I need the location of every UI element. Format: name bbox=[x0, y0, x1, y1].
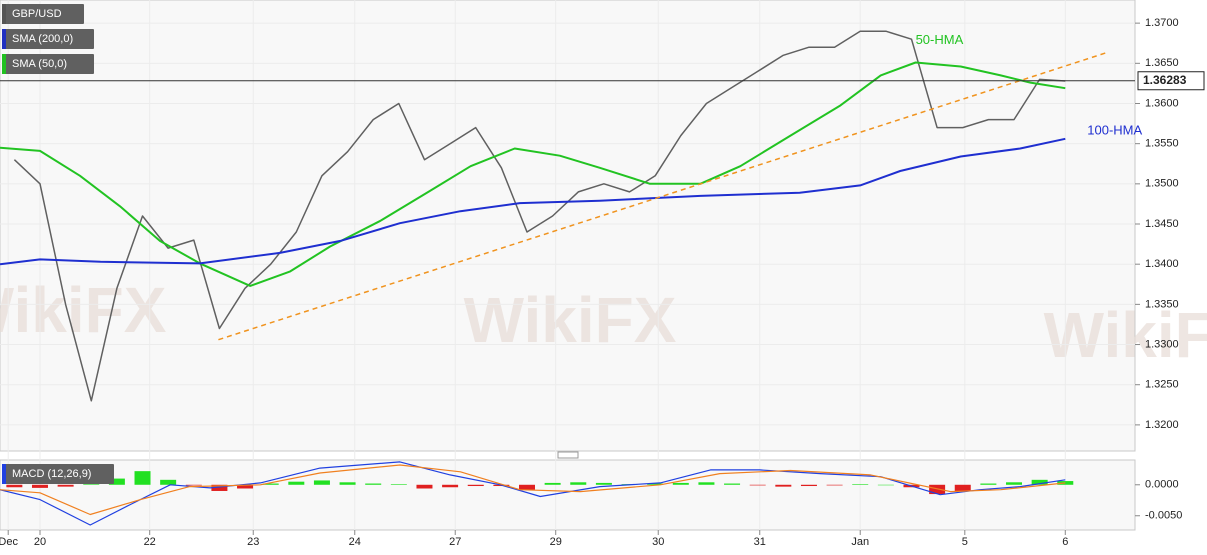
x-tick-label: Dec bbox=[0, 536, 18, 548]
legend-box bbox=[2, 464, 114, 484]
macd-histogram-bar bbox=[852, 484, 869, 485]
y-tick-label: 1.3300 bbox=[1145, 338, 1179, 350]
macd-histogram-bar bbox=[237, 484, 254, 489]
macd-histogram-bar bbox=[570, 482, 587, 485]
macd-histogram-bar bbox=[1031, 479, 1048, 485]
last-price-label: 1.36283 bbox=[1143, 73, 1187, 87]
macd-histogram-bar bbox=[749, 484, 766, 486]
legend-text: GBP/USD bbox=[12, 8, 62, 20]
macd-histogram-bar bbox=[800, 484, 817, 487]
y-tick-label: 0.0000 bbox=[1145, 479, 1179, 491]
y-tick-label: 1.3400 bbox=[1145, 258, 1179, 270]
macd-histogram-bar bbox=[595, 482, 612, 485]
macd-histogram-bar bbox=[57, 484, 74, 487]
last-price-box bbox=[1137, 71, 1205, 91]
series-line bbox=[218, 51, 1109, 341]
macd-histogram-bar bbox=[519, 484, 536, 490]
macd-histogram-bar bbox=[262, 483, 279, 485]
x-tick-label: 24 bbox=[349, 536, 361, 548]
x-tick-label: 20 bbox=[34, 536, 46, 548]
x-tick-label: 5 bbox=[962, 536, 968, 548]
x-tick-label: 23 bbox=[247, 536, 259, 548]
macd-histogram-bar bbox=[185, 484, 202, 486]
y-tick-label: 1.3550 bbox=[1145, 138, 1179, 150]
panel-resize-handle[interactable] bbox=[557, 451, 579, 459]
macd-histogram-bar bbox=[826, 484, 843, 486]
x-tick-label: 22 bbox=[144, 536, 156, 548]
macd-histogram-bar bbox=[467, 484, 484, 487]
legend-swatch bbox=[2, 29, 6, 49]
series-line bbox=[0, 464, 1066, 516]
macd-histogram-bar bbox=[313, 480, 330, 485]
series-line bbox=[0, 137, 1066, 266]
macd-histogram-bar bbox=[108, 478, 125, 485]
series-line bbox=[0, 461, 1066, 526]
series-line bbox=[13, 30, 1066, 402]
legend-box bbox=[2, 4, 84, 24]
series-line bbox=[0, 61, 1066, 287]
macd-histogram-bar bbox=[288, 481, 305, 485]
macd-histogram-bar bbox=[31, 484, 48, 488]
macd-histogram-bar bbox=[877, 484, 894, 486]
macd-histogram-bar bbox=[724, 483, 741, 485]
y-tick-label: 1.3500 bbox=[1145, 178, 1179, 190]
watermark: WikiFX bbox=[1044, 299, 1207, 371]
y-tick-label: 1.3600 bbox=[1145, 97, 1179, 109]
macd-histogram-bar bbox=[647, 483, 664, 485]
y-tick-label: 1.3200 bbox=[1145, 419, 1179, 431]
x-tick-label: 6 bbox=[1062, 536, 1068, 548]
macd-histogram-bar bbox=[544, 482, 561, 485]
macd-histogram-bar bbox=[775, 484, 792, 487]
indicator-legend: SMA (200,0) bbox=[2, 29, 94, 49]
legend-text: SMA (50,0) bbox=[12, 58, 67, 70]
price-panel bbox=[0, 0, 1136, 452]
macd-histogram-bar bbox=[442, 484, 459, 488]
x-tick-label: 29 bbox=[550, 536, 562, 548]
x-tick-label: 31 bbox=[754, 536, 766, 548]
macd-histogram-bar bbox=[672, 482, 689, 485]
y-tick-label: 1.3350 bbox=[1145, 298, 1179, 310]
macd-histogram-bar bbox=[698, 482, 715, 485]
indicator-legend: GBP/USD bbox=[2, 4, 84, 24]
macd-histogram-bar bbox=[390, 484, 407, 485]
y-tick-label: 1.3700 bbox=[1145, 17, 1179, 29]
macd-histogram-bar bbox=[83, 484, 100, 485]
macd-panel bbox=[0, 459, 1136, 531]
watermark: WikiFX bbox=[0, 274, 167, 346]
macd-histogram-bar bbox=[134, 471, 151, 485]
macd-histogram-bar bbox=[954, 484, 971, 491]
macd-histogram-bar bbox=[416, 484, 433, 489]
macd-histogram-bar bbox=[365, 483, 382, 485]
watermark: WikiFX bbox=[464, 284, 677, 356]
legend-box bbox=[2, 54, 94, 74]
macd-histogram-bar bbox=[980, 483, 997, 485]
y-tick-label: 1.3450 bbox=[1145, 218, 1179, 230]
x-tick-label: Jan bbox=[851, 536, 869, 548]
series-annotation: 50-HMA bbox=[916, 32, 964, 47]
legend-swatch bbox=[2, 54, 6, 74]
legend-text: MACD (12,26,9) bbox=[12, 468, 91, 480]
y-tick-label: -0.0050 bbox=[1145, 510, 1182, 522]
indicator-legend: MACD (12,26,9) bbox=[2, 464, 114, 484]
macd-histogram-bar bbox=[211, 484, 228, 491]
legend-swatch bbox=[2, 4, 6, 24]
y-tick-label: 1.3650 bbox=[1145, 57, 1179, 69]
legend-text: SMA (200,0) bbox=[12, 33, 73, 45]
macd-histogram-bar bbox=[1006, 482, 1023, 485]
macd-histogram-bar bbox=[6, 484, 23, 488]
indicator-legend: SMA (50,0) bbox=[2, 54, 94, 74]
macd-histogram-bar bbox=[339, 482, 356, 485]
x-tick-label: 30 bbox=[652, 536, 664, 548]
legend-swatch bbox=[2, 464, 6, 484]
y-tick-label: 1.3250 bbox=[1145, 379, 1179, 391]
x-tick-label: 27 bbox=[449, 536, 461, 548]
legend-box bbox=[2, 29, 94, 49]
macd-histogram-bar bbox=[160, 479, 177, 485]
series-annotation: 100-HMA bbox=[1087, 122, 1142, 137]
